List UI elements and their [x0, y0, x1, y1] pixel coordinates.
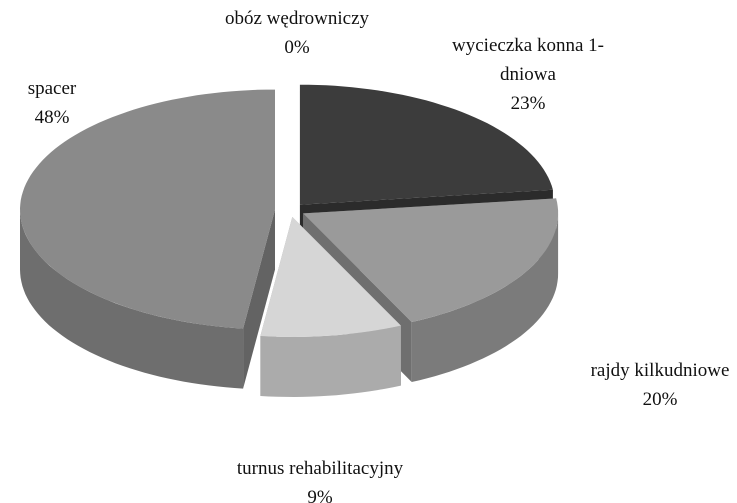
value-label: 20%	[642, 389, 678, 410]
value-label: 9%	[307, 487, 333, 503]
slice-label: spacer 48%	[2, 74, 102, 132]
category-name: rajdy kilkudniowe	[590, 360, 730, 381]
category-name: wycieczka konna 1-dniowa	[452, 35, 604, 85]
category-name: obóz wędrowniczy	[224, 8, 370, 29]
slice-side	[20, 209, 244, 389]
category-name: turnus rehabilitacyjny	[236, 458, 404, 479]
slice	[303, 198, 559, 322]
slice-label: rajdy kilkudniowe 20%	[560, 356, 737, 414]
slice	[20, 89, 275, 329]
slice-label: obóz wędrowniczy 0%	[197, 4, 397, 62]
slice-side	[411, 213, 559, 382]
slice-wall	[243, 209, 275, 389]
value-label: 0%	[284, 37, 310, 58]
value-label: 23%	[510, 93, 546, 114]
slice-label: wycieczka konna 1-dniowa 23%	[443, 31, 613, 118]
category-name: spacer	[27, 78, 77, 99]
value-label: 48%	[34, 107, 70, 128]
slice	[260, 217, 401, 337]
slice	[299, 84, 553, 205]
slice-side	[260, 325, 401, 397]
slice-label: turnus rehabilitacyjny 9%	[200, 454, 440, 503]
